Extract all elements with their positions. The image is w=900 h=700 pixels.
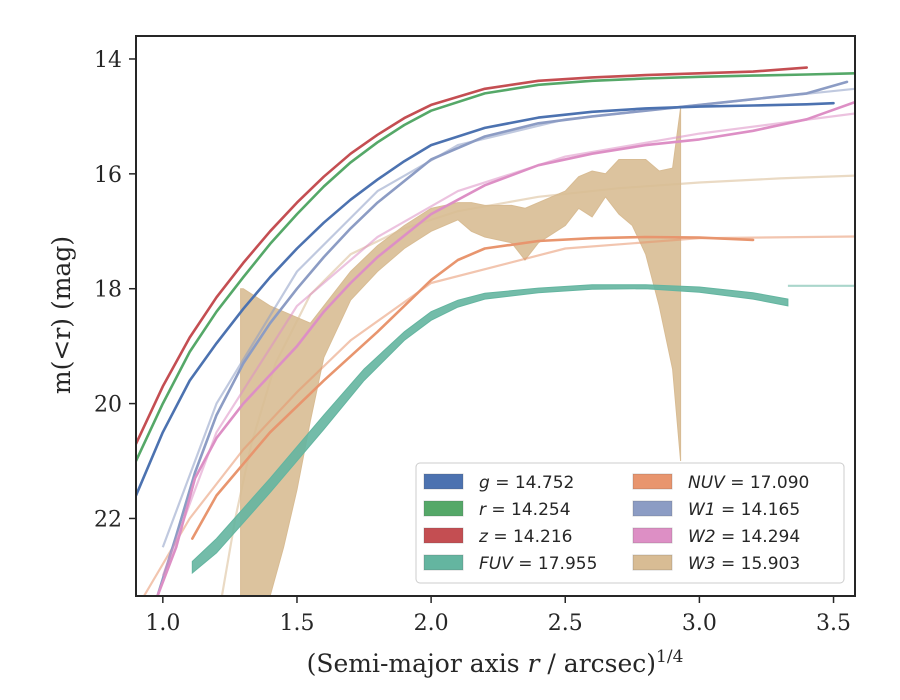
legend-label-value: = 14.254 xyxy=(486,500,571,520)
x-axis-label-var: r xyxy=(528,649,542,678)
legend-swatch-nuv xyxy=(632,473,673,490)
legend-swatch-w2 xyxy=(632,527,673,544)
legend-box xyxy=(415,462,845,584)
series-fuv-band xyxy=(191,284,789,575)
x-tick-label: 1.0 xyxy=(145,611,180,636)
series-w2 xyxy=(156,100,855,596)
x-tick-label: 3.0 xyxy=(682,611,717,636)
y-tick-label: 18 xyxy=(94,278,122,303)
series-g xyxy=(136,101,835,497)
series-w3 xyxy=(220,107,855,596)
legend-item-g: g = 14.752 xyxy=(423,473,574,493)
series-z-line xyxy=(136,66,809,446)
legend-label-value: = 14.216 xyxy=(488,527,573,547)
legend-label-fuv: FUV = 17.955 xyxy=(479,554,597,574)
legend-swatch-z xyxy=(423,527,464,544)
x-axis-label-sup: 1/4 xyxy=(656,647,683,667)
legend-label-value: = 14.752 xyxy=(490,473,575,493)
series-z xyxy=(136,66,809,446)
x-axis: 1.0 1.5 2.0 2.5 3.0 3.5 xyxy=(145,596,851,636)
legend-label-var: g xyxy=(479,473,490,493)
legend-label-var: W3 xyxy=(688,554,716,574)
legend-label-w3: W3 = 15.903 xyxy=(688,554,800,574)
x-tick-label: 3.5 xyxy=(816,611,851,636)
legend-label-value: = 14.165 xyxy=(716,500,801,520)
legend-item-nuv: NUV = 17.090 xyxy=(632,473,809,493)
series-r-line xyxy=(136,72,855,463)
series-layer xyxy=(136,66,855,596)
legend-item-r: r = 14.254 xyxy=(423,500,571,520)
series-r xyxy=(136,72,855,463)
legend-label-z: z = 14.216 xyxy=(478,527,572,547)
series-w3-band xyxy=(240,107,682,596)
x-axis-label-tail: / arcsec) xyxy=(539,649,656,678)
x-axis-label-main: (Semi-major axis xyxy=(307,649,528,678)
series-w2-line xyxy=(156,100,855,596)
series-nuv-extrapolation xyxy=(143,235,855,596)
legend-swatch-r xyxy=(423,500,464,517)
legend-label-value: = 17.090 xyxy=(725,473,810,493)
y-tick-label: 16 xyxy=(94,163,122,188)
legend-swatch-w1 xyxy=(632,500,673,517)
legend-label-r: r = 14.254 xyxy=(479,500,571,520)
legend-label-var: r xyxy=(479,500,487,520)
y-axis-label: m(<r) (mag) xyxy=(47,236,76,394)
x-axis-label: (Semi-major axis r / arcsec)1/4 xyxy=(307,647,684,678)
series-w1-line xyxy=(156,80,849,596)
y-axis: 14 16 18 20 22 xyxy=(94,48,136,532)
x-tick-label: 2.5 xyxy=(548,611,583,636)
legend-label-var: NUV xyxy=(688,473,726,493)
legend-label-var: FUV xyxy=(479,554,514,574)
series-nuv xyxy=(143,235,855,596)
legend-label-g: g = 14.752 xyxy=(479,473,574,493)
legend-label-w1: W1 = 14.165 xyxy=(688,500,800,520)
y-tick-label: 22 xyxy=(94,507,122,532)
legend-label-value: = 14.294 xyxy=(716,527,801,547)
series-w2-extrapolation xyxy=(161,112,855,577)
legend-label-nuv: NUV = 17.090 xyxy=(688,473,809,493)
legend-item-w1: W1 = 14.165 xyxy=(632,500,800,520)
legend-swatch-fuv xyxy=(423,554,464,571)
legend-swatch-g xyxy=(423,473,464,490)
legend-label-var: W1 xyxy=(688,500,716,520)
series-nuv-line xyxy=(191,235,755,540)
legend-swatch-w3 xyxy=(632,554,673,571)
plot-frame xyxy=(135,35,856,597)
legend-item-fuv: FUV = 17.955 xyxy=(423,554,597,574)
series-g-line xyxy=(136,101,835,497)
legend-label-value: = 17.955 xyxy=(513,554,598,574)
x-tick-label: 2.0 xyxy=(414,611,449,636)
legend-item-w2: W2 = 14.294 xyxy=(632,527,800,547)
y-tick-label: 20 xyxy=(94,393,122,418)
x-tick-label: 1.5 xyxy=(279,611,314,636)
legend-label-value: = 15.903 xyxy=(716,554,801,574)
legend-item-z: z = 14.216 xyxy=(423,527,572,547)
legend-item-w3: W3 = 15.903 xyxy=(632,554,800,574)
legend-label-var: z xyxy=(478,527,489,547)
legend-label-w2: W2 = 14.294 xyxy=(688,527,800,547)
series-fuv xyxy=(191,284,855,575)
y-tick-label: 14 xyxy=(94,48,122,73)
legend-label-var: W2 xyxy=(688,527,716,547)
